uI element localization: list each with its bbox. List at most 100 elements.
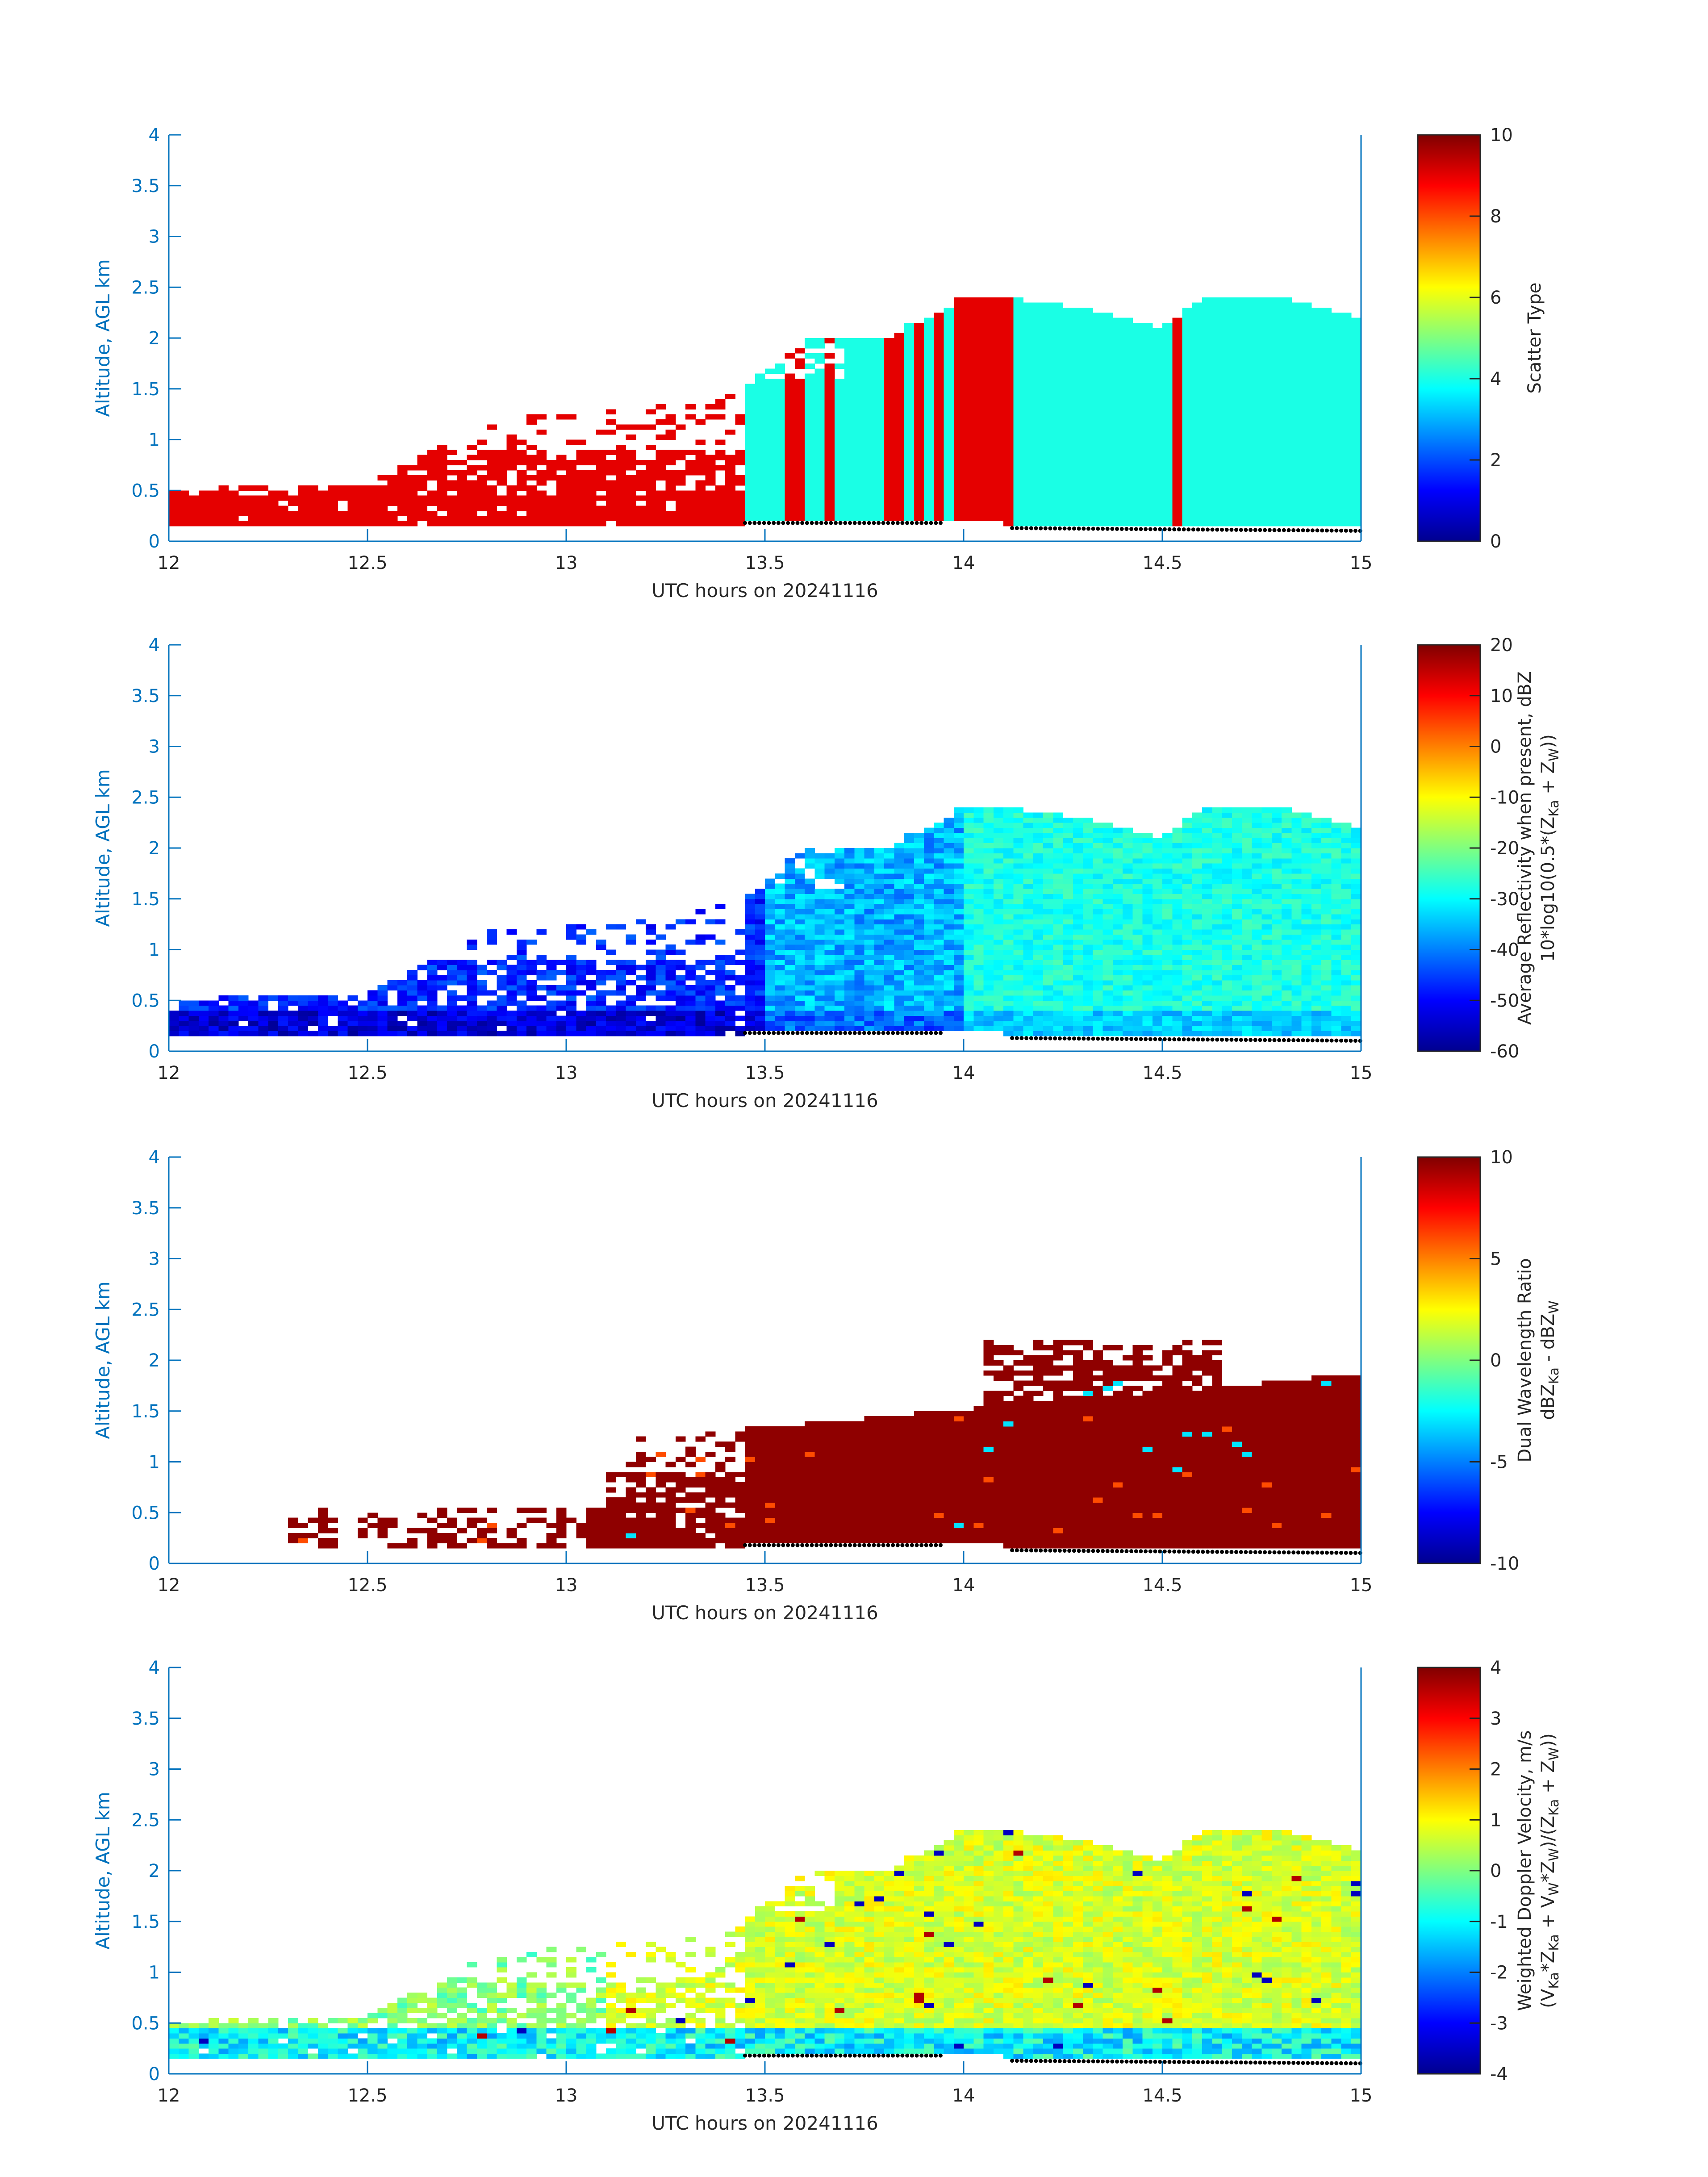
heatmap-cell [1291,429,1302,435]
heatmap-cell [566,929,576,935]
heatmap-cell [1142,328,1153,334]
heatmap-cell [1172,384,1183,389]
heatmap-cell [675,501,686,506]
heatmap-cell [1033,510,1044,516]
heatmap-cell [635,480,646,486]
heatmap-cell [1341,419,1352,425]
surface-dot [1334,528,1339,533]
heatmap-cell [447,516,457,522]
heatmap-cell [765,510,775,516]
heatmap-cell [1033,353,1044,359]
heatmap-cell [805,894,815,899]
heatmap-cell [1033,394,1044,400]
heatmap-cell [864,470,875,476]
heatmap-cell [824,435,835,440]
heatmap-cell [298,1020,309,1026]
heatmap-cell [924,858,934,864]
heatmap-cell [805,1020,815,1026]
heatmap-cell [665,475,676,481]
heatmap-cell [526,495,537,501]
heatmap-cell [308,1015,318,1021]
heatmap-cell [1093,419,1103,425]
heatmap-cell [268,1015,279,1021]
heatmap-cell [1252,307,1262,313]
heatmap-cell [844,965,855,970]
heatmap-cell [814,435,825,440]
heatmap-cell [616,975,626,981]
heatmap-cell [964,510,974,516]
heatmap-cell [834,465,845,471]
heatmap-cell [646,475,656,481]
heatmap-cell [785,904,795,910]
heatmap-cell [536,1011,547,1016]
colorbar-label-line1: Scatter Type [1524,283,1545,394]
heatmap-cell [785,868,795,874]
heatmap-cell [914,328,924,334]
heatmap-cell [805,919,815,925]
heatmap-cell [1063,338,1073,343]
heatmap-cell [973,495,984,501]
heatmap-cell [635,1026,646,1032]
heatmap-cell [775,889,785,894]
heatmap-cell [665,435,676,440]
heatmap-cell [884,419,894,425]
heatmap-cell [874,389,885,394]
heatmap-cell [1003,934,1014,940]
surface-dot [1129,527,1134,531]
heatmap-cell [794,490,805,496]
heatmap-cell [1291,480,1302,486]
heatmap-cell [646,521,656,526]
heatmap-cell [705,934,716,940]
heatmap-cell [944,1000,954,1006]
heatmap-cell [447,960,457,965]
heatmap-cell [1132,475,1143,481]
heatmap-cell [1202,373,1212,379]
heatmap-cell [546,506,557,511]
heatmap-cell [1242,328,1252,334]
heatmap-cell [983,843,994,848]
heatmap-cell [874,990,885,996]
heatmap-cell [775,399,785,405]
heatmap-cell [487,1000,497,1006]
heatmap-cell [1073,480,1083,486]
heatmap-cell [953,894,964,899]
heatmap-cell [526,501,537,506]
heatmap-cell [1242,439,1252,445]
heatmap-cell [288,995,298,1001]
heatmap-cell [188,1011,199,1016]
heatmap-cell [814,368,825,374]
heatmap-cell [407,1015,418,1021]
heatmap-cell [616,510,626,516]
heatmap-cell [794,419,805,425]
heatmap-cell [934,965,944,970]
heatmap-cell [476,1015,487,1021]
colorbar-tick-label: 10 [1490,125,1513,146]
heatmap-cell [983,1026,994,1032]
heatmap-cell [973,848,984,853]
heatmap-cell [934,914,944,919]
heatmap-cell [914,373,924,379]
heatmap-cell [487,1026,497,1032]
surface-dot [1019,526,1024,531]
heatmap-cell [1013,333,1024,338]
heatmap-cell [805,480,815,486]
heatmap-cell [487,516,497,522]
heatmap-cell [765,444,775,450]
heatmap-cell [626,1000,636,1006]
heatmap-cell [1073,307,1083,313]
heatmap-cell [407,495,418,501]
heatmap-cell [1261,501,1272,506]
heatmap-cell [755,373,765,379]
heatmap-cell [814,516,825,522]
heatmap-cell [1182,424,1193,430]
heatmap-cell [1102,368,1113,374]
heatmap-cell [298,1026,309,1032]
heatmap-cell [715,510,726,516]
heatmap-cell [1003,358,1014,364]
heatmap-cell [516,975,527,981]
heatmap-cell [844,379,855,384]
heatmap-cell [1152,465,1163,471]
heatmap-cell [864,424,875,430]
heatmap-cell [1162,389,1173,394]
heatmap-cell [964,939,974,945]
